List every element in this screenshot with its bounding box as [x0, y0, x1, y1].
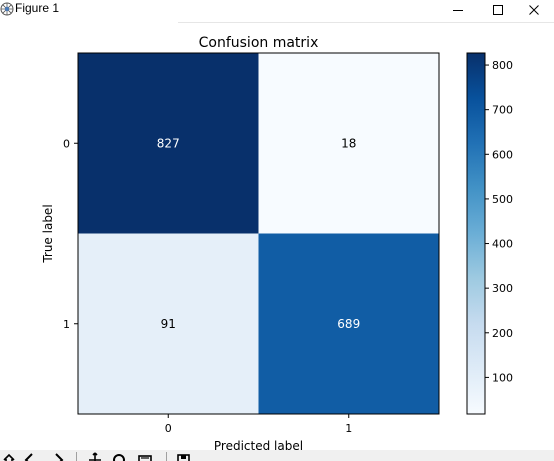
back-icon[interactable]: [22, 452, 36, 461]
toolbar-separator: [76, 452, 77, 461]
cell-value-label: 91: [161, 317, 176, 331]
close-icon: [529, 5, 539, 15]
x-tick-label: 1: [345, 422, 352, 435]
x-tick-label: 0: [165, 422, 172, 435]
minimize-icon: [453, 10, 463, 11]
chart-title: Confusion matrix: [199, 35, 319, 51]
matrix-cell: [258, 233, 439, 414]
colorbar: [466, 52, 486, 415]
cell-value-label: 827: [157, 136, 180, 150]
toolbar-separator: [166, 452, 167, 461]
plot-frame: [77, 52, 440, 415]
zoom-icon[interactable]: [112, 452, 126, 461]
colorbar-tick-label: 200: [492, 327, 513, 340]
matrix-cell: [258, 53, 439, 234]
colorbar-tick-label: 300: [492, 282, 513, 295]
pan-icon[interactable]: [88, 452, 102, 461]
navigation-toolbar: [0, 450, 554, 461]
matrix-cell: [78, 233, 259, 414]
figure-app-icon: [0, 1, 14, 20]
configure-icon[interactable]: [138, 452, 152, 461]
save-icon[interactable]: [176, 452, 190, 461]
colorbar-tick-label: 600: [492, 148, 513, 161]
close-button[interactable]: [514, 0, 554, 20]
cell-value-label: 18: [341, 136, 356, 150]
confusion-matrix-chart: 827 18 91 689 Confusion matrix 0 1 0 1 Predic…: [41, 35, 513, 450]
colorbar-tick-label: 500: [492, 193, 513, 206]
titlebar-divider: [178, 22, 554, 23]
maximize-button[interactable]: [478, 0, 518, 20]
matrix-cell: [78, 53, 259, 234]
colorbar-tick-label: 100: [492, 371, 513, 384]
forward-icon[interactable]: [52, 452, 66, 461]
colorbar-tick-label: 400: [492, 238, 513, 251]
y-tick-label: 0: [63, 137, 70, 150]
cell-value-label: 689: [337, 317, 360, 331]
colorbar-tick-label: 800: [492, 59, 513, 72]
maximize-icon: [493, 5, 503, 15]
window-titlebar: Figure 1: [0, 0, 554, 20]
y-tick-label: 1: [63, 318, 70, 331]
x-axis-label: Predicted label: [214, 439, 303, 450]
home-icon[interactable]: [2, 452, 16, 461]
window-title: Figure 1: [15, 1, 60, 15]
colorbar-tick-label: 700: [492, 104, 513, 117]
minimize-button[interactable]: [438, 0, 478, 20]
y-axis-label: True label: [41, 204, 55, 263]
